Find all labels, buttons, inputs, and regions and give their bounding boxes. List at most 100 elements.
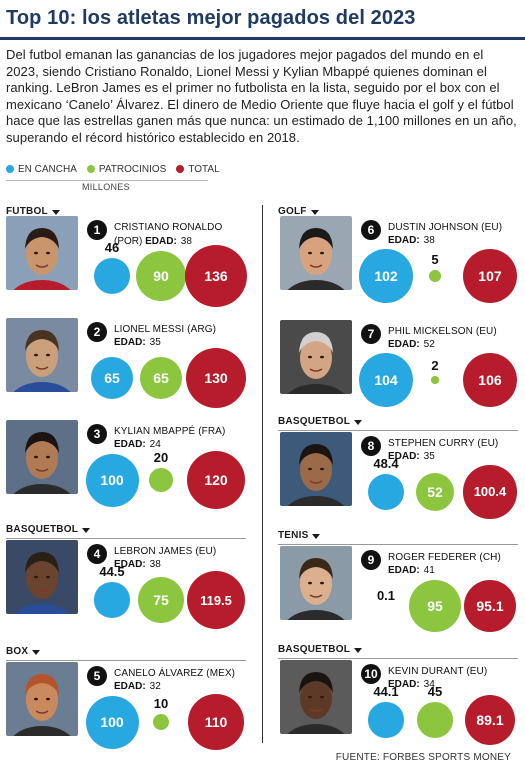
section-rule — [278, 658, 518, 659]
photo-eye — [320, 251, 324, 255]
athlete-age: EDAD: 52 — [388, 339, 435, 350]
section-rule — [278, 544, 518, 545]
athlete-age: EDAD: 24 — [114, 439, 161, 450]
caret-down-icon — [310, 209, 319, 215]
bubble-en-cancha — [94, 258, 130, 294]
athlete-photo-image — [6, 662, 78, 736]
athlete-photo-image — [6, 540, 78, 614]
bubble-patrocinios: 75 — [138, 577, 184, 623]
athlete-photo-image — [280, 432, 352, 506]
photo-hair — [25, 674, 59, 695]
bubble-total: 119.5 — [187, 571, 245, 629]
athlete-photo-image — [280, 216, 352, 290]
rank-badge: 3 — [87, 424, 107, 444]
athlete-name: KEVIN DURANT (EU) — [388, 666, 488, 677]
page-title: Top 10: los atletas mejor pagados del 20… — [6, 7, 416, 29]
section-label-basquetbol-left: BASQUETBOL — [6, 524, 90, 535]
photo-hair — [299, 672, 333, 693]
bubble-patrocinios — [429, 270, 441, 282]
bubble-total: 130 — [185, 347, 247, 409]
athlete-age: EDAD: 32 — [114, 681, 161, 692]
athlete-photo-image — [280, 546, 352, 620]
photo-face — [26, 437, 58, 479]
athlete-name: ROGER FEDERER (CH) — [388, 552, 501, 563]
athlete-photo-image — [280, 320, 352, 394]
photo-face — [26, 335, 58, 377]
photo-face — [26, 679, 58, 721]
photo-hair — [299, 332, 333, 353]
athlete-country: (POR) — [114, 236, 146, 247]
photo-shoulders — [287, 280, 345, 290]
section-label-tenis: TENIS — [278, 530, 321, 541]
age-label: EDAD: — [114, 337, 146, 348]
athlete-photo — [280, 432, 352, 506]
photo-eye — [308, 695, 312, 699]
photo-mouth — [35, 588, 49, 592]
legend-label-en-cancha: EN CANCHA — [18, 163, 77, 175]
photo-shoulders — [287, 384, 345, 394]
photo-eye — [46, 575, 50, 579]
photo-eye — [34, 353, 38, 357]
rank-badge: 9 — [361, 550, 381, 570]
photo-hair — [25, 228, 59, 249]
caret-down-icon — [32, 649, 41, 655]
bubble-total: 100.4 — [463, 465, 517, 519]
athlete-photo-image — [6, 216, 78, 290]
photo-shoulders — [287, 610, 345, 620]
athlete-name: CRISTIANO RONALDO — [114, 222, 223, 233]
rank-badge: 1 — [87, 220, 107, 240]
bubble-en-cancha: 104 — [358, 352, 414, 408]
athlete-photo — [6, 540, 78, 614]
athlete-age: EDAD: 35 — [388, 451, 435, 462]
athlete-photo — [280, 320, 352, 394]
photo-face — [300, 563, 332, 605]
athlete-photo — [6, 216, 78, 290]
bubble-patrocinios — [431, 376, 439, 384]
section-label-basquetbol-right-2: BASQUETBOL — [278, 644, 362, 655]
athlete-name: PHIL MICKELSON (EU) — [388, 326, 497, 337]
photo-mouth — [309, 264, 323, 268]
photo-shoulders — [13, 726, 71, 736]
photo-shoulders — [287, 724, 345, 734]
bubble-en-cancha — [368, 702, 404, 738]
bubble-en-cancha-label: 0.1 — [376, 588, 396, 603]
bubble-patrocinios — [417, 702, 453, 738]
rank-badge: 6 — [361, 220, 381, 240]
photo-eye — [46, 251, 50, 255]
bubble-patrocinios: 95 — [409, 580, 461, 632]
photo-eye — [320, 695, 324, 699]
bubble-en-cancha: 100 — [85, 695, 139, 749]
legend-divider — [6, 180, 208, 181]
bubble-patrocinios: 65 — [139, 356, 183, 400]
bubble-patrocinios: 90 — [135, 250, 187, 302]
bubble-en-cancha-label: 46 — [104, 240, 120, 256]
age-label: EDAD: — [388, 679, 420, 690]
caret-down-icon — [51, 209, 60, 215]
athlete-photo-image — [6, 318, 78, 392]
photo-eye — [308, 581, 312, 585]
athlete-photo — [6, 420, 78, 494]
photo-mouth — [309, 594, 323, 598]
age-label: EDAD: — [114, 681, 146, 692]
age-value: 38 — [149, 559, 161, 570]
age-value: 38 — [423, 235, 435, 246]
rank-badge: 2 — [87, 322, 107, 342]
legend-label-total: TOTAL — [188, 163, 220, 175]
source-note: FUENTE: FORBES SPORTS MONEY — [335, 752, 511, 763]
rank-badge: 5 — [87, 666, 107, 686]
section-text-basquetbol: BASQUETBOL — [278, 416, 350, 427]
athlete-photo-image — [280, 660, 352, 734]
photo-eye — [320, 355, 324, 359]
section-text-basquetbol: BASQUETBOL — [278, 644, 350, 655]
photo-shoulders — [13, 604, 71, 614]
photo-shoulders — [13, 484, 71, 494]
photo-eye — [308, 251, 312, 255]
caret-down-icon — [82, 527, 90, 533]
age-value: 41 — [423, 565, 435, 576]
age-label: EDAD: — [114, 439, 146, 450]
bubble-en-cancha-label: 48.4 — [373, 455, 399, 471]
photo-mouth — [35, 468, 49, 472]
photo-mouth — [35, 264, 49, 268]
bubble-patrocinios-label: 20 — [153, 450, 169, 466]
photo-eye — [46, 455, 50, 459]
